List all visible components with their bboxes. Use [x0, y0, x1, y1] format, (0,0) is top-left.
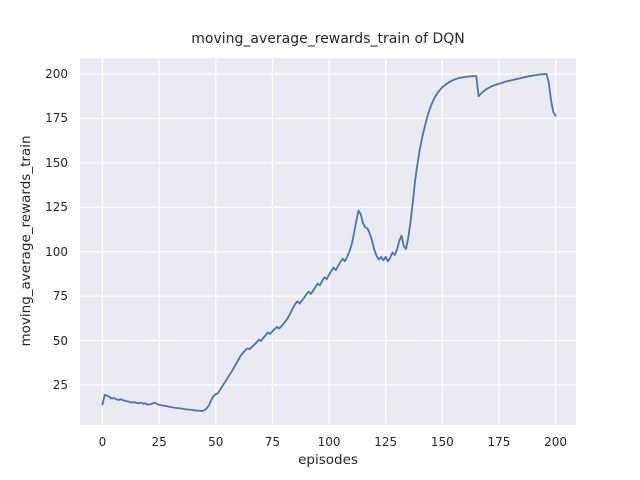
y-tick-label: 175 — [45, 111, 68, 126]
x-tick-label: 100 — [317, 435, 341, 449]
x-tick-label: 200 — [544, 435, 568, 449]
x-tick-label: 150 — [430, 435, 454, 449]
y-axis-label: moving_average_rewards_train — [18, 135, 34, 347]
x-tick-label: 175 — [487, 435, 511, 449]
reward-line — [101, 73, 557, 412]
x-tick-label: 125 — [374, 435, 398, 449]
plot-area — [80, 58, 576, 425]
chart-title: moving_average_rewards_train of DQN — [191, 31, 465, 47]
y-tick-label: 125 — [45, 200, 68, 215]
y-tick-label: 150 — [45, 155, 68, 170]
y-tick-label: 50 — [52, 333, 68, 348]
line-chart-canvas — [80, 58, 576, 425]
y-tick-label: 75 — [52, 289, 68, 304]
x-axis-label: episodes — [298, 452, 358, 468]
y-tick-label: 25 — [52, 378, 68, 392]
x-tick-label: 75 — [264, 435, 280, 449]
x-tick-label: 25 — [151, 435, 167, 449]
x-tick-label: 50 — [208, 435, 224, 449]
y-tick-label: 200 — [45, 66, 68, 81]
x-tick-label: 0 — [98, 435, 107, 449]
y-tick-label: 100 — [45, 244, 68, 259]
